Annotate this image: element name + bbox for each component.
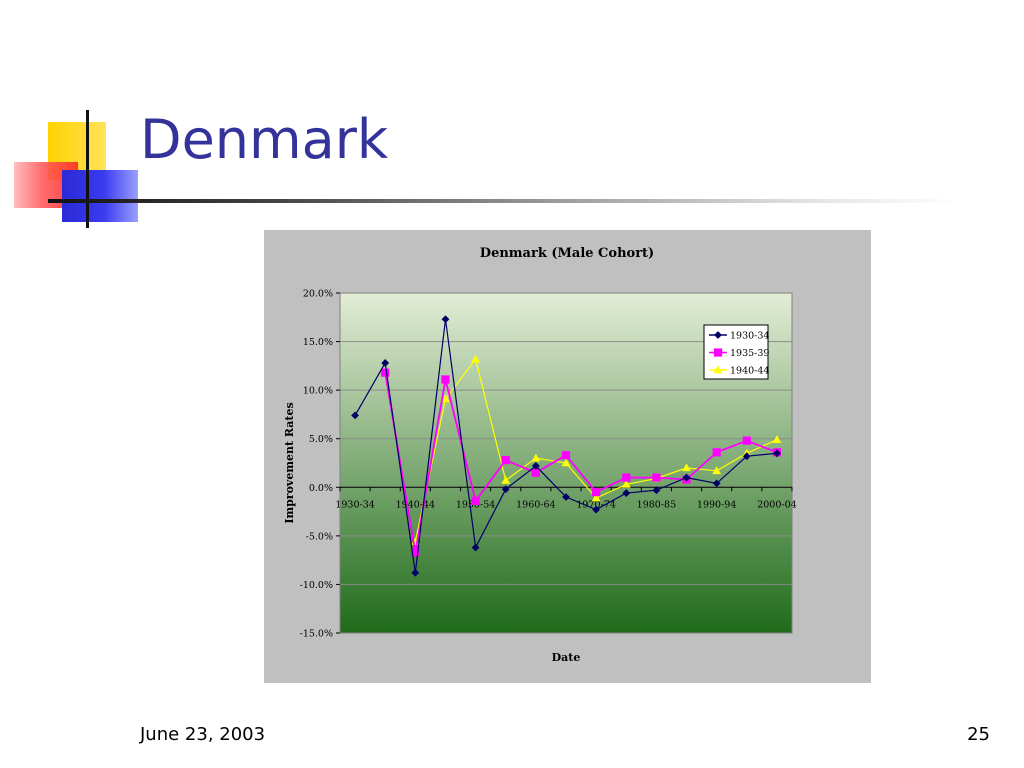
x-tick-label: 1990-94 — [697, 499, 736, 510]
legend: 1930-34 1935-39 1940-44 — [703, 324, 769, 380]
y-tick-label: 0.0% — [309, 483, 333, 494]
data-point-diamond — [742, 452, 751, 461]
data-point-square — [713, 348, 723, 357]
y-tick-label: -15.0% — [300, 629, 333, 640]
data-point-square — [531, 468, 540, 477]
legend-label: 1940-44 — [730, 366, 769, 377]
data-point-triangle — [621, 479, 631, 488]
data-point-triangle — [531, 453, 541, 462]
data-point-diamond — [714, 331, 722, 339]
data-point-triangle — [441, 394, 450, 403]
data-point-triangle — [561, 458, 571, 467]
x-tick-label: 1960-64 — [516, 499, 555, 510]
data-point-square — [622, 473, 631, 482]
data-point-square — [742, 436, 751, 445]
footer-date: June 23, 2003 — [140, 724, 266, 745]
data-point-triangle — [712, 466, 722, 475]
y-tick-label: 20.0% — [303, 289, 333, 300]
title-underline — [48, 199, 960, 203]
decor-vertical-line — [86, 110, 89, 228]
data-point-triangle — [682, 463, 691, 472]
data-point-diamond — [411, 568, 420, 577]
decor-blue-square — [62, 170, 138, 222]
data-point-square — [501, 455, 510, 465]
data-point-diamond — [712, 479, 721, 488]
chart-area: Denmark (Male Cohort) 20.0% 15.0% 10.0% 5.0… — [264, 230, 871, 683]
page-number: 25 — [967, 724, 990, 745]
data-point-square — [592, 488, 601, 497]
y-axis: 20.0% 15.0% 10.0% 5.0% 0.0% -5.0% -10.0% -15.0% — [300, 289, 340, 640]
legend-label: 1930-34 — [730, 331, 769, 342]
data-point-diamond — [622, 489, 631, 498]
y-tick-label: -10.0% — [300, 580, 333, 591]
series-group — [351, 315, 782, 577]
data-point-triangle — [471, 354, 480, 363]
series-line — [384, 372, 778, 553]
data-point-square — [652, 473, 661, 482]
data-point-triangle — [501, 475, 511, 484]
x-tick-label: 2000-04 — [757, 499, 796, 510]
y-tick-label: 5.0% — [309, 434, 333, 445]
y-tick-label: -5.0% — [306, 531, 333, 542]
slide-title: Denmark — [140, 108, 389, 171]
data-point-square — [561, 451, 571, 460]
data-point-diamond — [471, 543, 480, 552]
data-point-diamond — [531, 462, 540, 470]
data-point-square — [381, 368, 390, 377]
x-tick-label: 1940-44 — [396, 499, 435, 510]
legend-label: 1935-39 — [730, 348, 769, 359]
line-chart: Denmark (Male Cohort) 20.0% 15.0% 10.0% 5.0… — [283, 246, 797, 664]
data-point-triangle — [772, 435, 782, 443]
series-1930-34 — [351, 315, 781, 577]
data-point-diamond — [773, 449, 781, 458]
data-point-square — [712, 448, 721, 457]
data-point-triangle — [713, 365, 723, 374]
data-point-diamond — [501, 485, 510, 494]
x-tick-label: 1930-34 — [335, 499, 374, 510]
x-axis-label: Date — [552, 651, 581, 664]
data-point-square — [471, 496, 480, 505]
data-point-diamond — [351, 411, 359, 420]
data-point-diamond — [441, 315, 450, 324]
data-point-diamond — [381, 359, 390, 367]
data-point-square — [411, 548, 420, 557]
y-axis-label: Improvement Rates — [283, 402, 296, 523]
chart-title: Denmark (Male Cohort) — [480, 246, 654, 261]
data-point-diamond — [562, 493, 570, 501]
x-tick-label: 1980-85 — [637, 499, 676, 510]
x-tick-label: 1970-74 — [576, 499, 615, 510]
y-tick-label: 15.0% — [303, 337, 333, 348]
data-point-triangle — [591, 493, 601, 502]
data-point-diamond — [652, 486, 661, 495]
data-point-diamond — [682, 473, 691, 482]
y-tick-label: 10.0% — [303, 386, 333, 397]
data-point-diamond — [592, 505, 601, 514]
data-point-square — [441, 375, 450, 384]
